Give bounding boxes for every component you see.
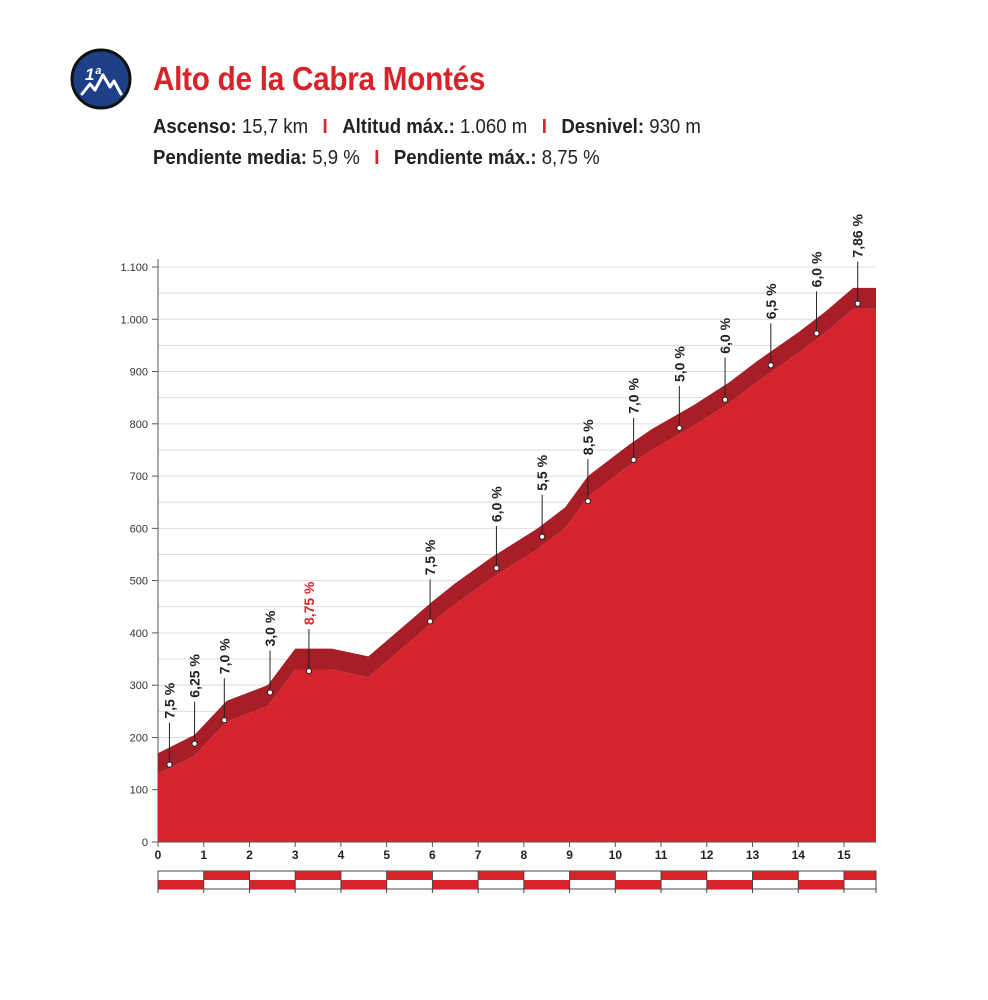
category-badge: 1ª	[70, 48, 132, 110]
y-tick-label: 500	[130, 576, 148, 588]
category-label: 1ª	[85, 65, 101, 84]
gradient-label: 8,5 %	[580, 419, 596, 455]
gradient-point	[166, 761, 173, 768]
gradient-point	[813, 330, 820, 337]
x-tick-label: 0	[155, 848, 162, 862]
x-tick-label: 11	[655, 848, 668, 862]
ascenso-value: 15,7 km	[241, 116, 309, 138]
gradient-point	[191, 740, 198, 747]
y-tick-label: 1.000	[120, 314, 148, 326]
pendiente-media-label: Pendiente media:	[153, 147, 308, 169]
gradient-label: 8,75 %	[301, 581, 317, 625]
km-strip-segment	[661, 871, 707, 880]
x-tick-label: 15	[837, 848, 851, 862]
km-strip-segment	[706, 880, 753, 889]
km-strip-segment	[386, 871, 433, 880]
gradient-point	[721, 396, 729, 403]
km-strip-segment	[158, 880, 204, 889]
gradient-point	[767, 362, 774, 369]
pendiente-max-value: 8,75 %	[541, 147, 600, 169]
gradient-label: 6,0 %	[488, 486, 504, 522]
x-tick-label: 12	[700, 848, 714, 862]
x-tick-label: 13	[746, 848, 760, 862]
km-strip-segment	[569, 871, 616, 880]
gradient-label: 6,0 %	[809, 251, 825, 287]
y-tick-label: 900	[130, 367, 148, 379]
km-strip-segment	[249, 880, 296, 889]
gradient-point	[630, 456, 637, 463]
x-tick-label: 5	[383, 848, 390, 862]
y-tick-label: 100	[130, 785, 148, 797]
km-strip-segment	[523, 880, 570, 889]
gradient-label: 5,0 %	[671, 346, 687, 382]
km-strip-segment	[340, 880, 387, 889]
pendiente-media-value: 5,9 %	[312, 147, 360, 169]
y-tick-label: 600	[130, 523, 148, 535]
gradient-point	[676, 424, 683, 432]
y-tick-label: 0	[142, 837, 148, 849]
profile-top-band	[158, 287, 876, 775]
altitud-value: 1.060 m	[460, 116, 528, 138]
y-tick-label: 1.100	[120, 262, 148, 274]
desnivel-label: Desnivel:	[561, 116, 645, 138]
x-tick-label: 7	[475, 848, 482, 862]
separator: I	[374, 147, 380, 169]
gradient-label: 3,0 %	[262, 610, 278, 646]
gradient-label: 7,0 %	[216, 638, 232, 674]
km-strip-segment	[798, 880, 844, 889]
gradient-label: 6,5 %	[763, 283, 779, 319]
gradient-label: 7,86 %	[850, 213, 866, 257]
x-tick-label: 6	[429, 848, 436, 862]
km-strip-segment	[295, 871, 341, 880]
climb-title: Alto de la Cabra Montés	[153, 60, 486, 97]
x-tick-label: 14	[792, 848, 806, 862]
gradient-point	[539, 533, 546, 540]
km-strip-segment	[752, 871, 799, 880]
gradient-label: 7,0 %	[626, 378, 642, 414]
stats-line-2: Pendiente media: 5,9 % I Pendiente máx.:…	[153, 145, 600, 171]
stats-line-1: Ascenso: 15,7 km I Altitud máx.: 1.060 m…	[153, 114, 701, 140]
km-strip-segment	[615, 880, 662, 889]
gradient-label: 6,25 %	[187, 654, 203, 698]
gradient-label: 7,5 %	[161, 682, 177, 718]
x-tick-label: 1	[200, 848, 207, 862]
x-tick-label: 3	[292, 848, 299, 862]
y-tick-label: 700	[130, 471, 148, 483]
gradient-point	[854, 300, 861, 307]
gradient-point	[427, 618, 434, 625]
y-tick-label: 400	[130, 628, 148, 640]
gradient-label: 5,5 %	[534, 454, 550, 490]
x-tick-label: 10	[609, 848, 623, 862]
y-tick-label: 200	[130, 732, 148, 744]
gradient-point	[221, 717, 228, 724]
x-tick-label: 8	[521, 848, 528, 862]
km-strip-segment	[843, 871, 876, 880]
gradient-label: 6,0 %	[717, 317, 733, 353]
x-tick-label: 4	[338, 848, 345, 862]
gradient-label: 7,5 %	[422, 539, 438, 575]
x-tick-label: 2	[246, 848, 253, 862]
y-tick-label: 800	[130, 419, 148, 431]
gradient-point	[305, 667, 313, 675]
ascenso-label: Ascenso:	[153, 116, 237, 138]
gradient-point	[493, 564, 500, 572]
gradient-point	[584, 498, 591, 505]
km-strip-segment	[478, 871, 524, 880]
altitud-label: Altitud máx.:	[342, 116, 455, 138]
y-tick-label: 300	[130, 680, 148, 692]
x-tick-label: 9	[566, 848, 573, 862]
pendiente-max-label: Pendiente máx.:	[393, 147, 537, 169]
gradient-point	[266, 689, 274, 696]
separator: I	[322, 116, 328, 138]
km-strip-segment	[203, 871, 250, 880]
profile-area	[158, 308, 876, 842]
separator: I	[541, 116, 547, 138]
mountain-icon: 1ª	[70, 48, 132, 110]
km-strip-segment	[432, 880, 479, 889]
desnivel-value: 930 m	[649, 116, 701, 138]
